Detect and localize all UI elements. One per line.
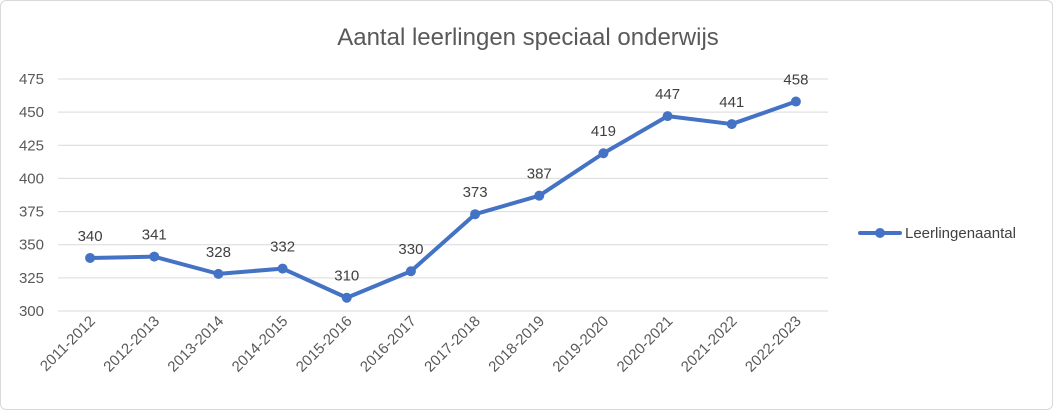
x-tick-label: 2015-2016 xyxy=(293,313,356,376)
data-label: 332 xyxy=(270,239,295,256)
data-point xyxy=(341,292,352,303)
data-point xyxy=(85,252,96,263)
data-label: 340 xyxy=(78,228,103,245)
x-tick-label: 2019-2020 xyxy=(550,313,613,376)
data-point xyxy=(790,96,801,107)
data-label: 341 xyxy=(142,227,167,244)
data-label: 330 xyxy=(398,241,423,258)
x-tick-label: 2016-2017 xyxy=(357,313,420,376)
y-tick-label: 300 xyxy=(19,303,44,320)
data-point xyxy=(470,209,481,220)
data-point xyxy=(598,148,609,159)
y-tick-label: 450 xyxy=(19,104,44,121)
data-label: 441 xyxy=(719,94,744,111)
data-point xyxy=(726,119,737,130)
y-tick-label: 375 xyxy=(19,204,44,221)
data-label: 310 xyxy=(334,268,359,285)
series-line xyxy=(88,99,798,300)
chart-title: Aantal leerlingen speciaal onderwijs xyxy=(337,24,719,51)
legend-label: Leerlingenaantal xyxy=(905,225,1016,242)
x-tick-label: 2013-2014 xyxy=(165,313,228,376)
legend: Leerlingenaantal xyxy=(858,225,1016,242)
x-tick-label: 2022-2023 xyxy=(742,313,805,376)
data-labels: 340 341 328 332 310 330 373 387 419 447 441 458 xyxy=(78,72,809,285)
data-label: 419 xyxy=(591,123,616,140)
x-tick-label: 2017-2018 xyxy=(421,313,484,376)
y-tick-label: 350 xyxy=(19,237,44,254)
x-axis-ticks: 2011-2012 2012-2013 2013-2014 2014-2015 2015… xyxy=(37,313,805,376)
data-label: 458 xyxy=(783,72,808,89)
gridlines xyxy=(58,78,828,312)
x-tick-label: 2018-2019 xyxy=(485,313,548,376)
y-tick-label: 425 xyxy=(19,137,44,154)
legend-marker xyxy=(875,228,885,238)
data-label: 328 xyxy=(206,244,231,261)
data-point xyxy=(213,268,224,279)
series-group xyxy=(85,96,801,303)
y-tick-label: 325 xyxy=(19,270,44,287)
data-point xyxy=(405,266,416,277)
x-tick-label: 2020-2021 xyxy=(614,313,677,376)
data-point xyxy=(149,251,160,262)
x-tick-label: 2011-2012 xyxy=(37,313,99,375)
x-tick-label: 2021-2022 xyxy=(678,313,741,376)
data-point xyxy=(534,190,545,201)
data-label: 373 xyxy=(463,184,488,201)
data-point xyxy=(277,263,288,274)
y-tick-label: 400 xyxy=(19,170,44,187)
data-label: 387 xyxy=(527,166,552,183)
x-tick-label: 2014-2015 xyxy=(229,313,292,376)
data-point xyxy=(662,111,673,122)
x-tick-label: 2012-2013 xyxy=(100,313,163,376)
data-label: 447 xyxy=(655,86,680,103)
y-axis-ticks: 300 325 350 375 400 425 450 475 xyxy=(19,71,44,320)
y-tick-label: 475 xyxy=(19,71,44,88)
